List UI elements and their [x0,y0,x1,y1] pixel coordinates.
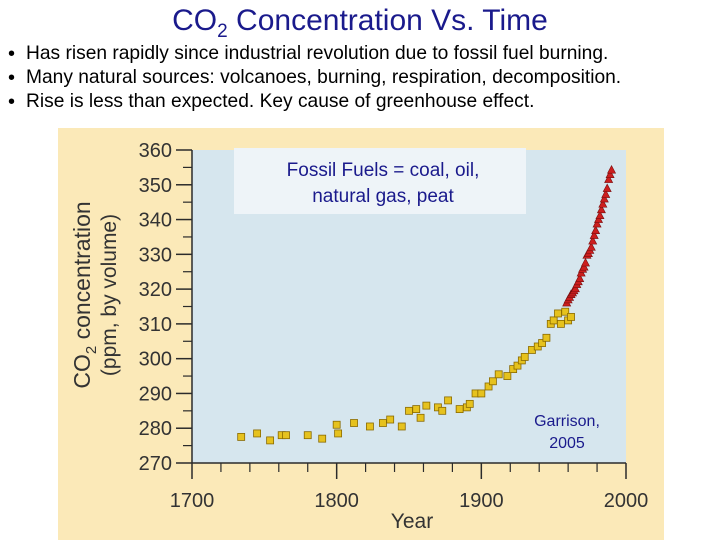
direct-measurement-point [570,283,580,293]
source-line2: 2005 [549,435,585,452]
y-tick-label: 300 [139,349,172,371]
ice-core-point [422,401,431,410]
bullet-item: • Rise is less than expected. Key cause o… [8,91,535,113]
direct-measurement-point [575,273,585,282]
svg-text:CO2 concentration: CO2 concentration [69,201,100,388]
ice-core-point [416,413,425,422]
ice-core-point [397,422,406,431]
direct-measurement-point [601,189,611,198]
y-tick-label: 350 [139,175,172,197]
direct-measurement-point [588,235,598,245]
bullet-item: • Has risen rapidly since industrial revo… [8,43,609,65]
svg-text:(ppm, by volume): (ppm, by volume) [98,214,121,376]
fossil-fuels-box [234,148,526,214]
ice-core-point [489,377,497,386]
ice-core-point [494,370,503,379]
x-tick-label: 1900 [459,490,504,512]
ice-core-point [444,396,452,405]
bullet-item: • Many natural sources: volcanoes, burnin… [8,67,622,89]
direct-measurement-point [586,242,596,251]
ice-core-point [405,406,413,415]
ice-core-point [237,433,246,441]
source-line1: Garrison, [534,413,600,430]
bullet-dot-icon: • [8,43,16,65]
ice-core-point [282,431,290,440]
x-tick-label: 1700 [170,490,215,512]
x-axis-label: Year [391,510,433,533]
ice-core-point [303,431,312,440]
direct-measurement-point [604,174,614,183]
bullet-list: • Has risen rapidly since industrial revo… [6,42,718,114]
ice-core-point [266,436,275,445]
ice-core-point [554,309,562,318]
ice-core-point [386,415,395,424]
direct-measurement-point [589,230,599,239]
y-tick-label: 280 [139,418,172,440]
ice-core-point [332,420,341,429]
y-tick-label: 360 [139,140,172,162]
ice-core-point [366,422,374,431]
ice-core-point [477,389,486,398]
y-axis-label: CO2 concentration (ppm, by volume) [69,201,121,388]
ice-core-point [503,372,512,380]
direct-measurement-point [580,257,590,267]
direct-measurement-point [592,218,602,228]
direct-measurement-point [607,165,617,174]
ice-core-point [455,405,464,413]
direct-measurement-point [599,193,609,203]
y-tick-label: 310 [139,314,172,336]
ice-core-point [484,382,493,391]
ice-core-point [412,405,421,413]
ice-core-point [567,313,575,321]
ice-core-point [350,419,358,427]
y-tick-label: 270 [139,453,172,475]
ice-core-point [438,406,447,415]
y-tick-label: 290 [139,383,172,405]
y-tick-label: 330 [139,244,172,266]
direct-measurement-point [605,169,615,178]
ice-core-point [538,339,546,347]
ice-core-point [253,429,262,438]
direct-measurement-point [596,204,606,214]
fossil-fuels-line2: natural gas, peat [312,186,454,207]
direct-measurement-point [579,262,589,271]
slide-title: CO2 Concentration Vs. Time [172,4,548,42]
x-tick-label: 1800 [314,490,359,512]
direct-measurement-point [591,225,601,234]
bullet-dot-icon: • [8,91,16,113]
y-tick-label: 320 [139,279,172,301]
ice-core-point [557,319,565,328]
bullet-dot-icon: • [8,67,16,89]
x-tick-label: 2000 [604,490,649,512]
direct-measurement-point [598,199,608,208]
ice-core-point [542,333,551,342]
ice-core-point [334,429,343,438]
direct-measurement-point [595,210,605,220]
ice-core-point [513,361,522,370]
ice-core-point [379,419,387,427]
y-tick-label: 340 [139,210,172,232]
fossil-fuels-line1: Fossil Fuels = coal, oil, [287,160,480,181]
ice-core-point [520,353,529,361]
direct-measurement-point [602,183,612,192]
ice-core-point [561,307,570,316]
ice-core-point [465,399,474,408]
ice-core-point [318,434,327,443]
ice-core-point [549,316,558,325]
